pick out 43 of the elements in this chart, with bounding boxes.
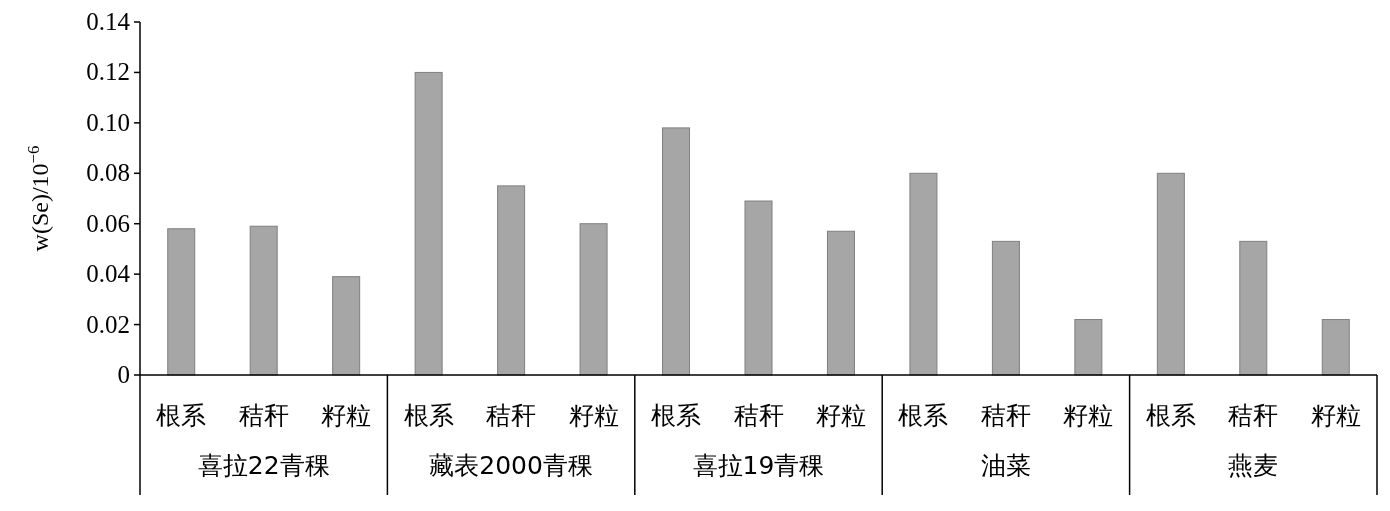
- bar: [249, 225, 278, 376]
- y-tick-label: 0.02: [86, 310, 130, 338]
- text: 油菜: [980, 451, 1031, 480]
- bar: [1239, 240, 1268, 376]
- x-tick-label: 籽粒: [815, 401, 866, 430]
- x-tick-label: 籽粒: [1063, 401, 1114, 430]
- bar: [1321, 319, 1350, 376]
- bar: [579, 223, 608, 376]
- y-tick-label: 0.06: [86, 209, 130, 237]
- text: 藏表2000青稞: [429, 451, 593, 480]
- y-tick-label: 0.04: [86, 260, 131, 288]
- bar: [744, 200, 773, 376]
- x-tick-label: 秸秆: [733, 401, 784, 430]
- text: 喜拉22青稞: [197, 451, 330, 480]
- bar: [414, 71, 443, 376]
- y-tick-label: 0: [117, 361, 130, 388]
- x-tick-label: 籽粒: [1310, 401, 1361, 430]
- y-tick-label: 0.08: [86, 159, 130, 187]
- x-tick-label: 秸秆: [486, 401, 537, 430]
- y-tick-label: 0.12: [86, 58, 130, 86]
- x-tick-label: 籽粒: [568, 401, 619, 430]
- x-tick-label: 秸秆: [980, 401, 1031, 430]
- x-tick-label: 根系: [403, 401, 454, 430]
- y-tick-label: 0.10: [86, 108, 130, 136]
- y-tick-label: 0.14: [86, 8, 131, 35]
- x-tick-label: 根系: [651, 401, 702, 430]
- x-tick-label: 秸秆: [238, 401, 289, 430]
- bar: [167, 228, 196, 376]
- bar: [497, 185, 526, 376]
- bar: [662, 127, 691, 376]
- x-tick-label: 根系: [898, 401, 949, 430]
- bar: [991, 240, 1020, 376]
- x-tick-label: 秸秆: [1228, 401, 1279, 430]
- bar: [1074, 319, 1103, 376]
- x-tick-label: 根系: [156, 401, 207, 430]
- bar: [909, 172, 938, 376]
- bar: [826, 230, 855, 376]
- text: 喜拉19青稞: [692, 451, 825, 480]
- x-tick-label: 根系: [1145, 401, 1196, 430]
- bar: [1156, 172, 1185, 376]
- bar: [332, 276, 361, 376]
- text: 燕麦: [1228, 451, 1279, 480]
- x-tick-label: 籽粒: [321, 401, 372, 430]
